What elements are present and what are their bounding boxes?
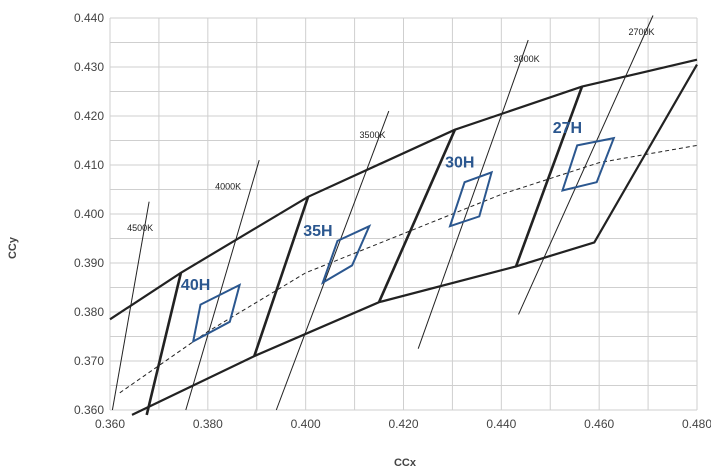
bin-boundary-line — [377, 129, 457, 303]
y-tick-label: 0.420 — [74, 109, 104, 123]
isotherm-line — [518, 15, 654, 315]
bin-outline-top — [109, 58, 698, 321]
x-tick-label: 0.380 — [193, 417, 223, 431]
x-tick-label: 0.420 — [388, 417, 418, 431]
target-quadrangles: 40H 35H 30H 27H — [181, 120, 616, 344]
isotherm-line — [185, 159, 260, 411]
y-tick-label: 0.360 — [74, 403, 104, 417]
quadrangle-label: 27H — [553, 120, 582, 137]
isotherm-line — [417, 39, 529, 349]
y-tick-label: 0.430 — [74, 60, 104, 74]
quadrangle — [191, 283, 242, 344]
y-axis-title: CCy — [7, 236, 19, 259]
quadrangle-label: 30H — [445, 154, 474, 171]
quadrangle — [448, 170, 494, 228]
isotherm-label: 4000K — [215, 182, 241, 192]
bin-outline — [109, 58, 698, 416]
x-axis-title: CCx — [394, 457, 417, 469]
isotherm-label: 2700K — [629, 27, 655, 37]
quadrangle-label: 35H — [303, 223, 332, 240]
x-tick-label: 0.400 — [291, 417, 321, 431]
y-tick-label: 0.390 — [74, 256, 104, 270]
planckian-locus-curve — [119, 144, 698, 394]
grid — [109, 17, 698, 411]
bin-boundary-line — [514, 86, 584, 267]
x-tick-label: 0.480 — [682, 417, 711, 431]
x-tick-label: 0.440 — [486, 417, 516, 431]
y-tick-label: 0.370 — [74, 354, 104, 368]
bin-boundary-line — [253, 196, 310, 357]
x-axis-ticks: 0.360 0.380 0.400 0.420 0.440 0.460 0.480 — [95, 417, 711, 431]
x-tick-label: 0.460 — [584, 417, 614, 431]
planckian-locus — [119, 144, 698, 394]
y-tick-label: 0.410 — [74, 158, 104, 172]
bin-outline-bottom — [131, 64, 698, 416]
isotherm-line — [275, 110, 390, 411]
y-axis-ticks: 0.360 0.370 0.380 0.390 0.400 0.410 0.420 0.430… — [74, 11, 104, 417]
y-tick-label: 0.440 — [74, 11, 104, 25]
isotherm-label: 4500K — [127, 223, 153, 233]
y-tick-label: 0.400 — [74, 207, 104, 221]
x-tick-label: 0.360 — [95, 417, 125, 431]
quadrangle — [320, 224, 372, 285]
quadrangle — [560, 136, 616, 192]
bin-boundary-line — [145, 272, 183, 416]
quadrangle-label: 40H — [181, 277, 210, 294]
isotherm-label: 3000K — [514, 54, 540, 64]
isotherm-lines: 4500K 4000K 3500K 3000K 2700K — [111, 15, 655, 411]
isotherm-label: 3500K — [359, 130, 385, 140]
y-tick-label: 0.380 — [74, 305, 104, 319]
